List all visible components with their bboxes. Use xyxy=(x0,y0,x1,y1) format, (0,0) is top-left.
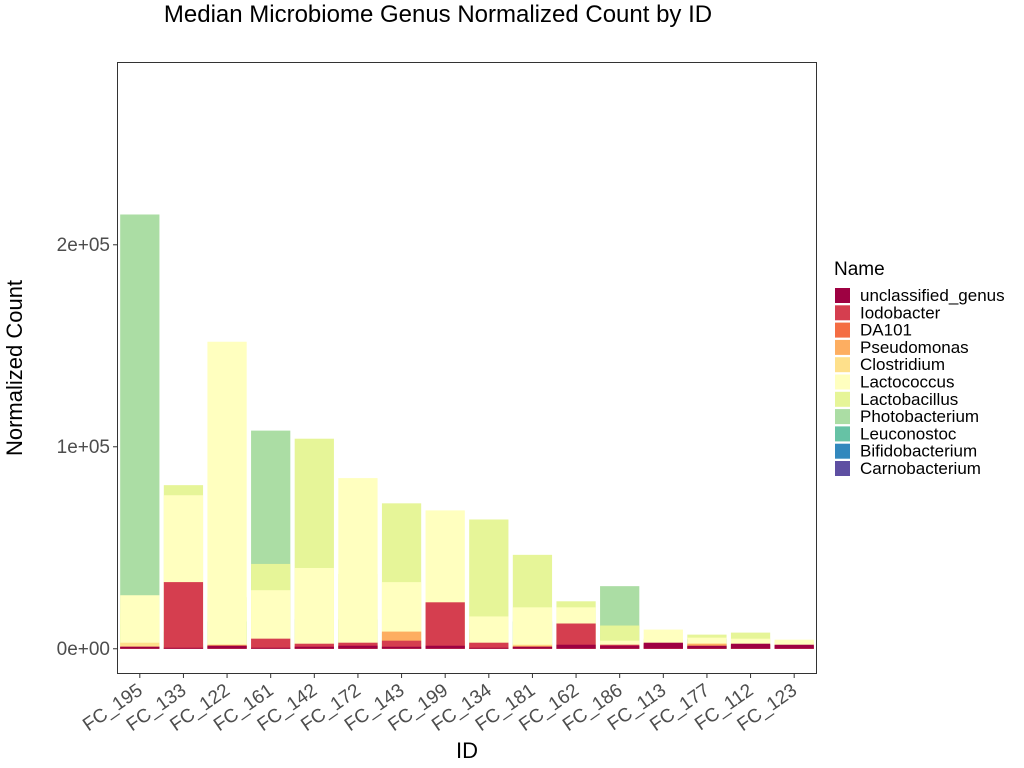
legend-swatch-Lactobacillus xyxy=(835,391,850,407)
bar-FC_142-Lactococcus xyxy=(294,567,334,649)
legend-items: unclassified_genusIodobacterDA101Pseudom… xyxy=(835,286,1005,478)
legend-label: Photobacterium xyxy=(860,407,979,426)
bar-FC_122-Lactococcus xyxy=(207,341,247,649)
y-tick-label: 2e+05 xyxy=(57,235,110,256)
legend-swatch-Carnobacterium xyxy=(835,461,850,476)
bar-FC_143-Iodobacter xyxy=(381,640,422,649)
bar-FC_162-Iodobacter xyxy=(556,623,596,649)
legend-label: DA101 xyxy=(860,321,912,340)
bar-FC_172-unclassified_genus xyxy=(338,645,378,649)
bar-FC_177-Lactococcus xyxy=(687,637,727,649)
y-tick-label: 1e+05 xyxy=(57,437,110,458)
legend-label: unclassified_genus xyxy=(860,286,1005,305)
bar-FC_133-Iodobacter xyxy=(163,582,204,649)
bar-FC_123-Lactococcus xyxy=(774,639,814,649)
bar-FC_199-Iodobacter xyxy=(425,602,465,649)
bar-FC_142-Iodobacter xyxy=(294,643,334,649)
y-axis: 0e+00 1e+05 2e+05 xyxy=(57,235,118,660)
bar-FC_112-Lactococcus xyxy=(730,638,771,649)
bar-FC_133-unclassified_genus xyxy=(163,647,204,649)
legend-swatch-Iodobacter xyxy=(835,305,850,321)
bar-FC_177-unclassified_genus xyxy=(687,645,727,649)
x-axis: FC_195FC_133FC_122FC_161FC_142FC_172FC_1… xyxy=(79,673,801,736)
bar-FC_123-unclassified_genus xyxy=(774,644,814,649)
bar-FC_113-unclassified_genus xyxy=(643,642,683,649)
bar-FC_162-unclassified_genus xyxy=(556,644,596,649)
legend-label: Lactobacillus xyxy=(860,390,958,409)
legend-label: Bifidobacterium xyxy=(860,442,977,461)
bar-FC_181-Lactococcus xyxy=(512,607,553,649)
x-axis-title: ID xyxy=(456,738,478,763)
bar-FC_199-unclassified_genus xyxy=(425,645,465,649)
legend-label: Leuconostoc xyxy=(860,424,957,443)
bar-FC_181-unclassified_genus xyxy=(512,646,553,649)
legend-swatch-Photobacterium xyxy=(835,409,850,425)
bar-FC_195-Clostridium xyxy=(120,642,160,649)
bar-FC_195-Lactococcus xyxy=(120,595,160,649)
bar-FC_186-unclassified_genus xyxy=(600,645,640,649)
bar-FC_142-unclassified_genus xyxy=(294,646,334,649)
bar-FC_172-Lactococcus xyxy=(338,478,378,649)
bar-FC_161-unclassified_genus xyxy=(251,647,291,649)
legend-label: Iodobacter xyxy=(860,303,941,322)
bar-FC_134-Iodobacter xyxy=(469,642,509,649)
bar-FC_195-Photobacterium xyxy=(120,214,160,649)
legend-swatch-Clostridium xyxy=(835,357,850,373)
legend-swatch-DA101 xyxy=(835,322,850,338)
legend-title: Name xyxy=(834,259,885,280)
legend: Name unclassified_genusIodobacterDA101Ps… xyxy=(834,259,1005,478)
bar-FC_112-unclassified_genus xyxy=(730,643,771,649)
bar-FC_143-unclassified_genus xyxy=(381,646,422,649)
chart-title: Median Microbiome Genus Normalized Count… xyxy=(164,1,712,28)
legend-swatch-Leuconostoc xyxy=(835,426,850,442)
legend-swatch-Pseudomonas xyxy=(835,339,850,355)
legend-label: Carnobacterium xyxy=(860,459,981,478)
bar-FC_161-Iodobacter xyxy=(251,638,291,649)
bar-FC_122-unclassified_genus xyxy=(207,645,247,649)
bar-FC_134-unclassified_genus xyxy=(469,647,509,649)
legend-label: Pseudomonas xyxy=(860,338,969,357)
bars-layer xyxy=(120,214,814,649)
y-axis-title: Normalized Count xyxy=(2,280,27,456)
legend-label: Clostridium xyxy=(860,355,945,374)
legend-swatch-Bifidobacterium xyxy=(835,443,850,459)
legend-label: Lactococcus xyxy=(860,373,955,392)
plot-panel-border xyxy=(117,62,817,674)
legend-swatch-Lactococcus xyxy=(835,374,850,390)
bar-FC_195-unclassified_genus xyxy=(120,646,160,649)
legend-swatch-unclassified_genus xyxy=(835,288,850,303)
y-tick-label: 0e+00 xyxy=(57,639,110,660)
